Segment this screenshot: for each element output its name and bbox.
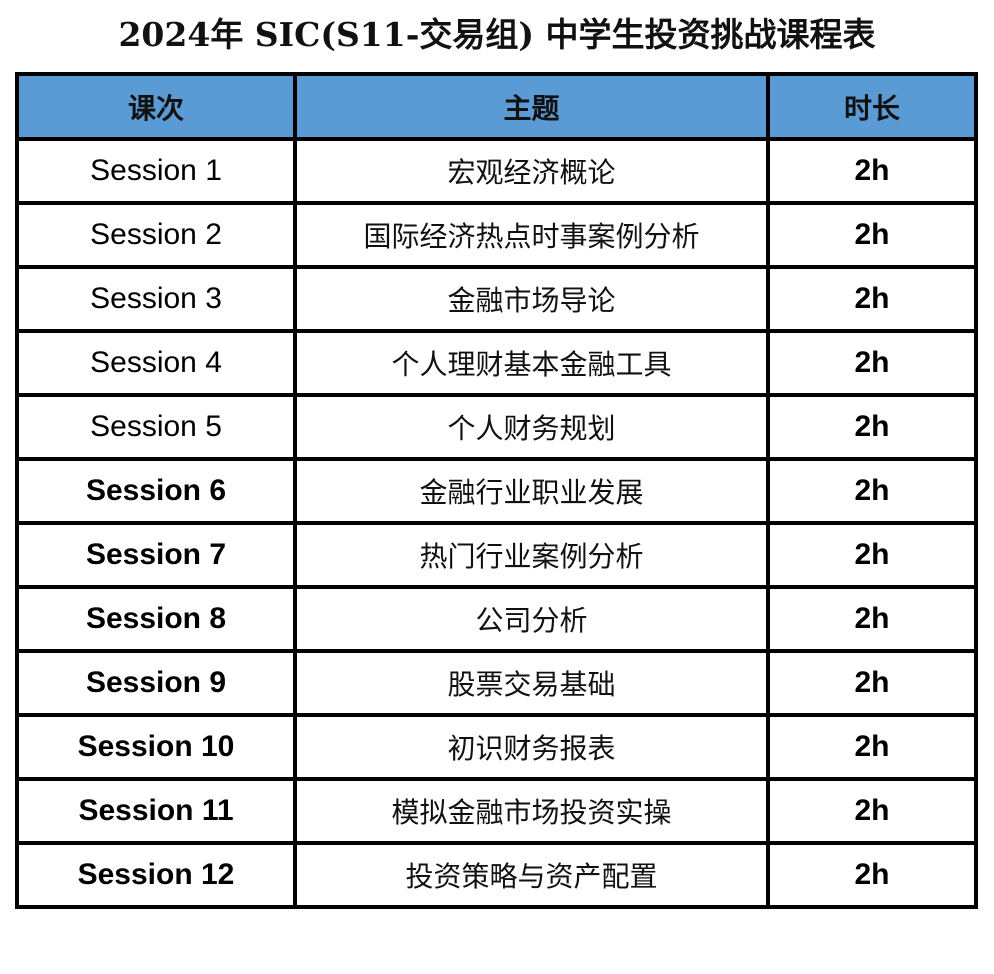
table-row: Session 12 投资策略与资产配置 2h (15, 841, 978, 909)
duration-cell: 2h (766, 841, 978, 909)
session-cell: Session 3 (15, 265, 297, 333)
topic-cell: 宏观经济概论 (293, 137, 770, 205)
table-row: Session 8 公司分析 2h (15, 585, 978, 653)
table-row: Session 1 宏观经济概论 2h (15, 137, 978, 205)
column-header-session: 课次 (15, 72, 297, 141)
session-cell: Session 5 (15, 393, 297, 461)
session-cell: Session 8 (15, 585, 297, 653)
table-row: Session 11 模拟金融市场投资实操 2h (15, 777, 978, 845)
topic-cell: 热门行业案例分析 (293, 521, 770, 589)
topic-cell: 个人理财基本金融工具 (293, 329, 770, 397)
duration-cell: 2h (766, 777, 978, 845)
table-row: Session 4 个人理财基本金融工具 2h (15, 329, 978, 397)
column-header-duration: 时长 (766, 72, 978, 141)
table-header-row: 课次 主题 时长 (15, 72, 978, 141)
table-row: Session 9 股票交易基础 2h (15, 649, 978, 717)
session-cell: Session 6 (15, 457, 297, 525)
page-title: 2024年 SIC(S11-交易组) 中学生投资挑战课程表 (118, 15, 876, 54)
duration-cell: 2h (766, 457, 978, 525)
topic-cell: 国际经济热点时事案例分析 (293, 201, 770, 269)
session-cell: Session 9 (15, 649, 297, 717)
duration-cell: 2h (766, 201, 978, 269)
duration-cell: 2h (766, 521, 978, 589)
session-cell: Session 7 (15, 521, 297, 589)
session-cell: Session 1 (15, 137, 297, 205)
session-cell: Session 12 (15, 841, 297, 909)
topic-cell: 模拟金融市场投资实操 (293, 777, 770, 845)
topic-cell: 公司分析 (293, 585, 770, 653)
duration-cell: 2h (766, 585, 978, 653)
column-header-topic: 主题 (293, 72, 770, 141)
table-row: Session 7 热门行业案例分析 2h (15, 521, 978, 589)
duration-cell: 2h (766, 329, 978, 397)
session-cell: Session 11 (15, 777, 297, 845)
duration-cell: 2h (766, 393, 978, 461)
duration-cell: 2h (766, 649, 978, 717)
topic-cell: 初识财务报表 (293, 713, 770, 781)
duration-cell: 2h (766, 265, 978, 333)
duration-cell: 2h (766, 713, 978, 781)
topic-cell: 股票交易基础 (293, 649, 770, 717)
topic-cell: 个人财务规划 (293, 393, 770, 461)
session-cell: Session 2 (15, 201, 297, 269)
topic-cell: 金融行业职业发展 (293, 457, 770, 525)
session-cell: Session 4 (15, 329, 297, 397)
table-row: Session 3 金融市场导论 2h (15, 265, 978, 333)
duration-cell: 2h (766, 137, 978, 205)
session-cell: Session 10 (15, 713, 297, 781)
table-row: Session 2 国际经济热点时事案例分析 2h (15, 201, 978, 269)
table-row: Session 10 初识财务报表 2h (15, 713, 978, 781)
topic-cell: 金融市场导论 (293, 265, 770, 333)
topic-cell: 投资策略与资产配置 (293, 841, 770, 909)
schedule-table: 课次 主题 时长 Session 1 宏观经济概论 2h Session 2 国际… (15, 72, 978, 909)
table-row: Session 5 个人财务规划 2h (15, 393, 978, 461)
table-row: Session 6 金融行业职业发展 2h (15, 457, 978, 525)
